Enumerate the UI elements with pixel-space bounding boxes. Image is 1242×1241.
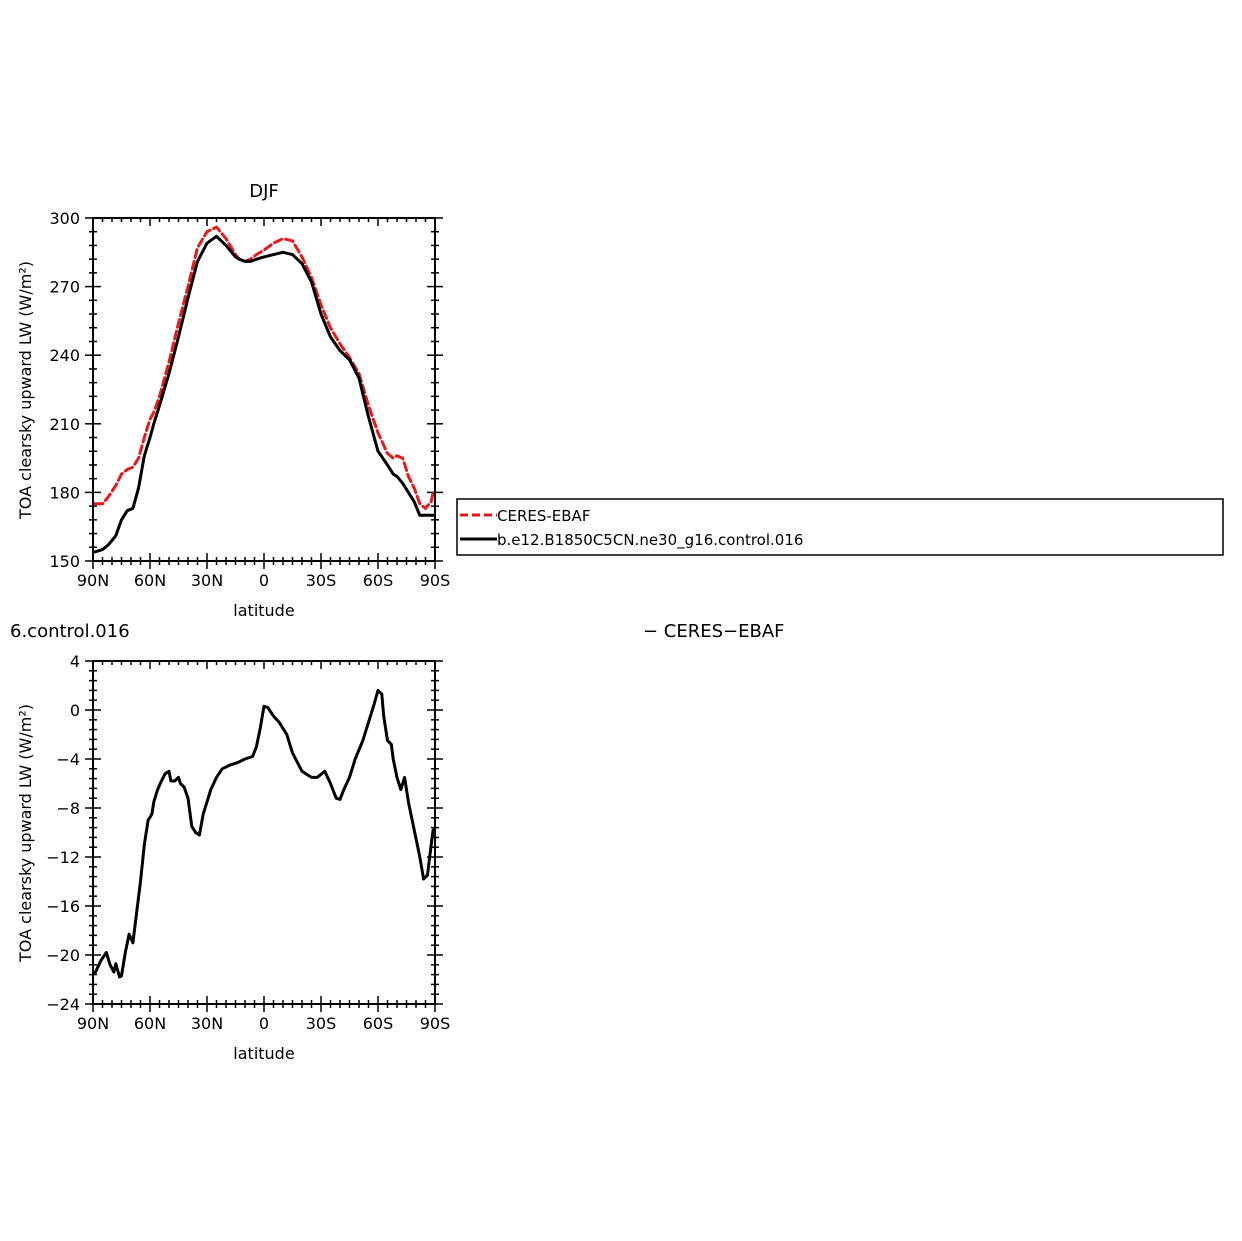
x-tick-label: 30N xyxy=(191,1014,223,1033)
y-tick-label: −24 xyxy=(46,995,80,1014)
x-tick-label: 30S xyxy=(306,571,337,590)
top-xlabel: latitude xyxy=(233,601,294,620)
bottom-xlabel: latitude xyxy=(233,1044,294,1063)
series-line-1-0 xyxy=(93,688,435,979)
panel-bottom: 6.control.016 − CERES−EBAF 90N 60N 30N 0 30S… xyxy=(10,621,785,1063)
y-tick-label: −20 xyxy=(46,946,80,965)
y-tick-label: 4 xyxy=(70,652,80,671)
bottom-title: 6.control.016 xyxy=(10,621,130,642)
top-series-layer xyxy=(93,225,435,554)
series-line-0-1 xyxy=(93,234,435,554)
top-axes: 90N 60N 30N 0 30S 60S 90S 150 180 210 240 270 300 xyxy=(49,209,450,590)
y-tick-label: 300 xyxy=(49,209,80,228)
top-title: DJF xyxy=(249,181,279,202)
bottom-ylabel: TOA clearsky upward LW (W/m²) xyxy=(16,704,35,963)
y-tick-label: 180 xyxy=(49,483,80,502)
y-tick-label: 240 xyxy=(49,346,80,365)
x-tick-label: 30S xyxy=(306,1014,337,1033)
y-tick-label: −8 xyxy=(56,799,80,818)
bottom-axes: 90N 60N 30N 0 30S 60S 90S −24 −20 −16 −12 −8 −4 0 4 xyxy=(46,652,450,1033)
top-plot-frame xyxy=(92,217,436,562)
y-tick-label: 270 xyxy=(49,278,80,297)
series-line-0-0 xyxy=(93,225,435,510)
bottom-series-layer xyxy=(93,688,435,979)
bottom-plot-frame xyxy=(92,660,436,1005)
x-tick-label: 30N xyxy=(191,571,223,590)
x-tick-label: 90N xyxy=(77,571,109,590)
y-tick-label: 0 xyxy=(70,701,80,720)
top-ylabel: TOA clearsky upward LW (W/m²) xyxy=(16,261,35,520)
legend: CERES-EBAF b.e12.B1850C5CN.ne30_g16.cont… xyxy=(456,498,1224,556)
x-tick-label: 0 xyxy=(259,1014,269,1033)
x-tick-label: 60N xyxy=(134,571,166,590)
y-tick-label: 150 xyxy=(49,552,80,571)
x-tick-label: 90N xyxy=(77,1014,109,1033)
x-tick-label: 0 xyxy=(259,571,269,590)
x-tick-label: 60S xyxy=(363,1014,394,1033)
y-tick-label: −16 xyxy=(46,897,80,916)
legend-label-ceres: CERES-EBAF xyxy=(497,507,590,525)
bottom-subtitle: − CERES−EBAF xyxy=(643,621,785,642)
legend-label-model: b.e12.B1850C5CN.ne30_g16.control.016 xyxy=(497,531,803,550)
x-tick-label: 60N xyxy=(134,1014,166,1033)
x-tick-label: 60S xyxy=(363,571,394,590)
x-tick-label: 90S xyxy=(420,1014,451,1033)
legend-box xyxy=(456,498,1224,556)
y-tick-label: 210 xyxy=(49,415,80,434)
y-tick-label: −4 xyxy=(56,750,80,769)
x-tick-label: 90S xyxy=(420,571,451,590)
y-tick-label: −12 xyxy=(46,848,80,867)
panel-top: DJF 90N 60N 30N 0 30S 60S 90S 150 180 210 240 270 30… xyxy=(16,181,450,620)
